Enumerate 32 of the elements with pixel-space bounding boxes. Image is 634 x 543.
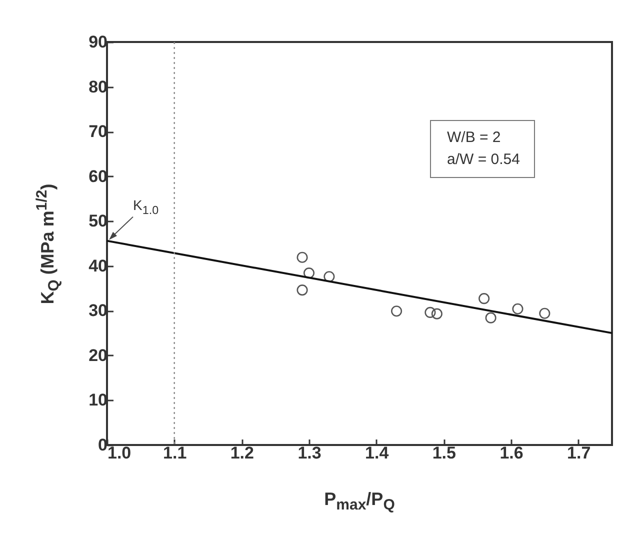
- x-tick-label: 1.6: [500, 444, 524, 462]
- y-tick-label: 60: [88, 166, 108, 186]
- point: [512, 303, 524, 314]
- x-tick-label: 1.1: [163, 444, 187, 462]
- point: [424, 306, 436, 318]
- y-tick-label: 50: [88, 212, 108, 231]
- point: [303, 268, 315, 279]
- y-tick-label: 20: [88, 346, 108, 365]
- point: [296, 252, 308, 263]
- annotation: K$_{1.0}$: [133, 196, 159, 217]
- y-tick-label: 80: [88, 77, 108, 96]
- y-tick-label: 10: [88, 390, 108, 410]
- y-tick-label: 90: [88, 32, 108, 52]
- y-tick-label: 70: [88, 122, 108, 142]
- point: [485, 312, 496, 324]
- y-tick-label: 0: [98, 436, 108, 454]
- point: [478, 293, 490, 304]
- text-box: W/B = 2 a/W = 0.54: [430, 120, 535, 178]
- x-tick-label: 1.3: [298, 444, 322, 462]
- point: [296, 284, 308, 296]
- x-axis-title: P$_{max}$/P$_{Q}$: [324, 489, 395, 514]
- x-tick-label: 1.2: [230, 444, 254, 462]
- x-tick-label: 1.7: [567, 444, 591, 462]
- y-tick-label: 30: [88, 301, 108, 320]
- x-tick-label: 1.0: [108, 444, 132, 462]
- point: [391, 306, 402, 317]
- x-tick-label: 1.4: [365, 444, 390, 462]
- point: [324, 271, 335, 282]
- point: [539, 308, 550, 319]
- x-tick-label: 1.5: [432, 444, 456, 462]
- point: [431, 308, 442, 320]
- y-tick-label: 40: [88, 256, 108, 276]
